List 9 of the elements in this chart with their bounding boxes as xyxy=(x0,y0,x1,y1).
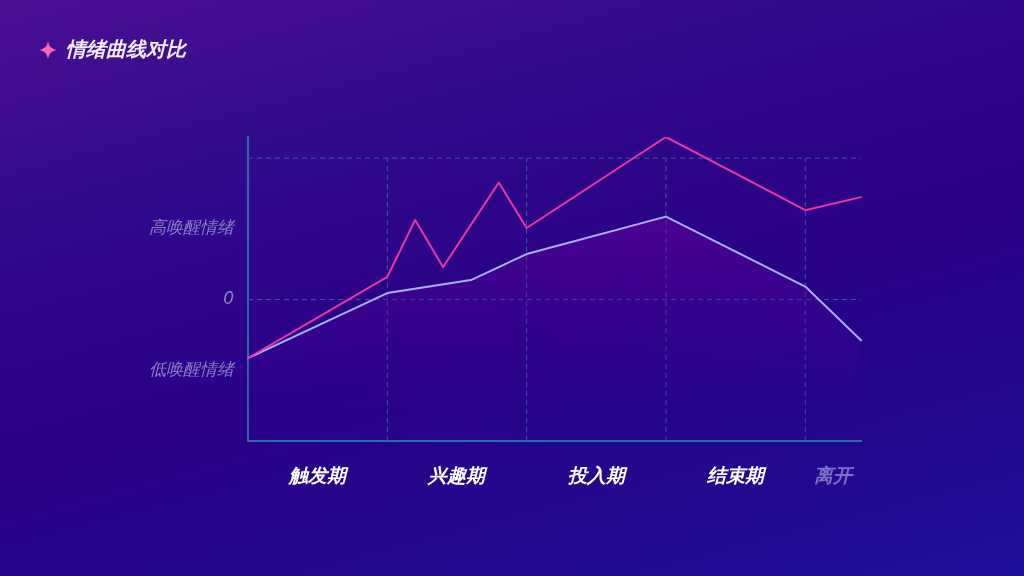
x-tick-label: 结束期 xyxy=(706,464,768,487)
x-tick-label: 离开 xyxy=(814,464,856,487)
x-tick-label: 投入期 xyxy=(567,464,628,487)
ref-line-label: 0 xyxy=(223,287,234,308)
x-tick-label: 触发期 xyxy=(287,464,350,487)
x-tick-label: 兴趣期 xyxy=(427,464,489,487)
text: 高唤醒情绪 xyxy=(149,217,236,238)
text: 低唤醒情绪 xyxy=(149,358,236,379)
chart-title: 情绪曲线对比 xyxy=(66,36,186,62)
